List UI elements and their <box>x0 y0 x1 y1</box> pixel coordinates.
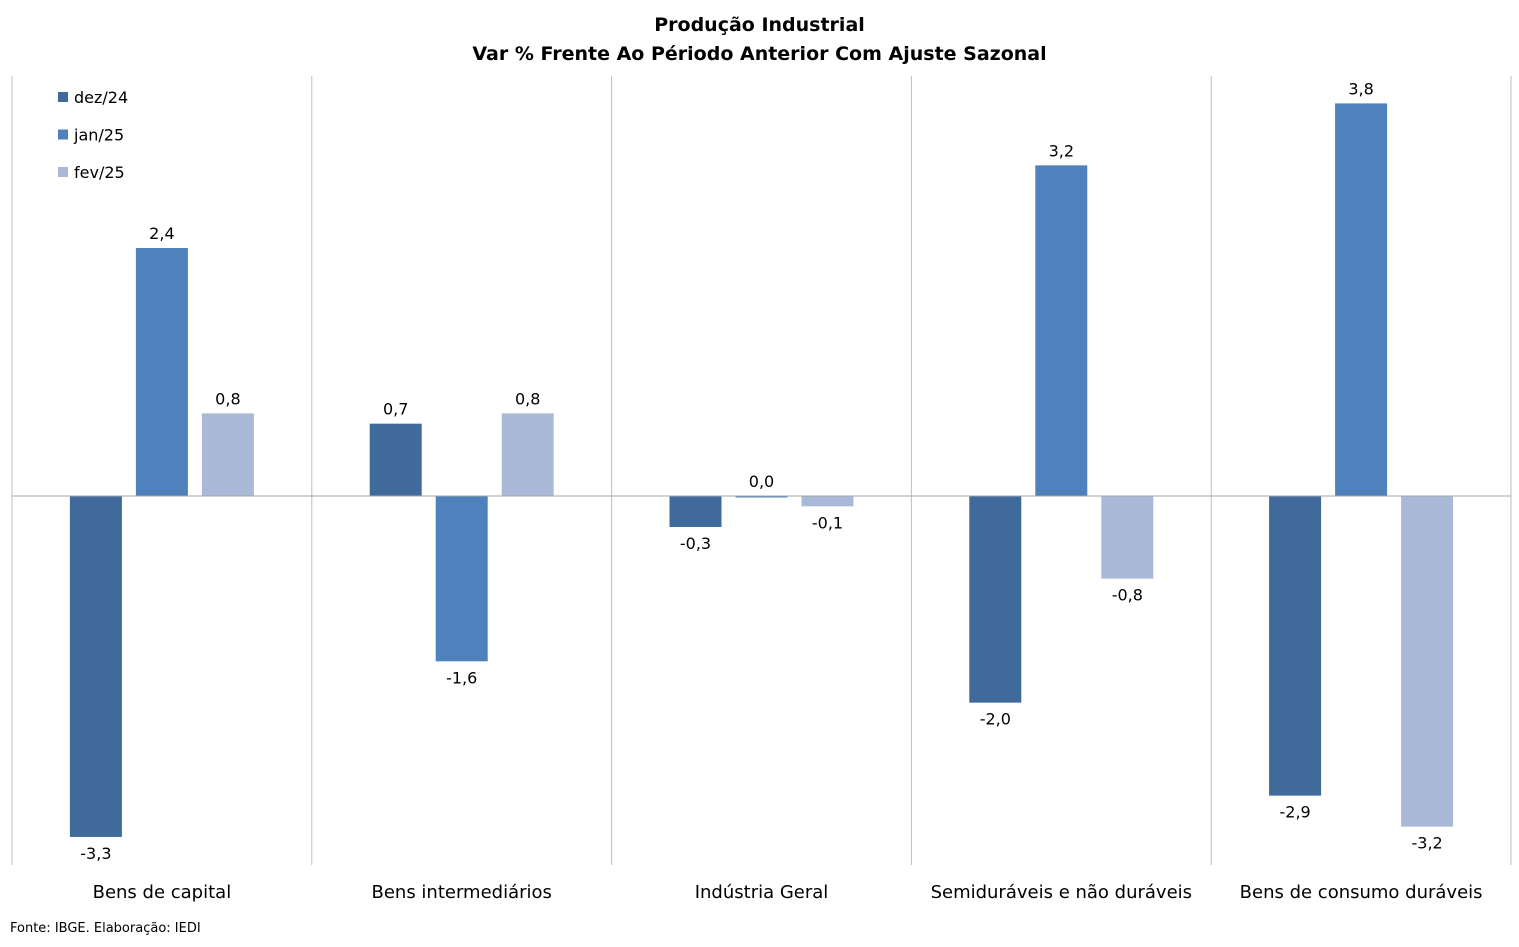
data-label: -2,0 <box>980 710 1011 729</box>
x-tick-label: Bens de capital <box>93 882 232 903</box>
data-label: 0,7 <box>383 400 408 419</box>
data-label: 3,8 <box>1348 79 1373 98</box>
x-tick-label: Indústria Geral <box>695 882 829 903</box>
data-label: 0,8 <box>215 389 240 408</box>
bar-dez-24-1 <box>369 423 422 496</box>
bar-dez-24-0 <box>69 496 122 837</box>
data-label: 0,8 <box>515 389 540 408</box>
bar-dez-24-4 <box>1269 496 1322 796</box>
bar-fev-25-1 <box>501 413 554 496</box>
data-label: -1,6 <box>446 668 477 687</box>
chart-title: Produção Industrial <box>654 14 865 36</box>
data-label: 3,2 <box>1049 141 1074 160</box>
chart-subtitle: Var % Frente Ao Périodo Anterior Com Aju… <box>472 43 1047 65</box>
bar-dez-24-2 <box>669 496 722 527</box>
bar-jan-25-4 <box>1335 103 1388 496</box>
legend-label: fev/25 <box>74 163 125 182</box>
source-note: Fonte: IBGE. Elaboração: IEDI <box>10 921 201 936</box>
bar-jan-25-2 <box>735 496 788 498</box>
x-tick-label: Bens intermediários <box>371 882 551 903</box>
data-label: -0,3 <box>680 534 711 553</box>
data-label: 2,4 <box>149 224 174 243</box>
legend-swatch <box>58 129 68 140</box>
bar-jan-25-1 <box>435 496 488 662</box>
bar-jan-25-0 <box>135 248 188 496</box>
bar-fev-25-0 <box>201 413 254 496</box>
data-label: -3,3 <box>80 844 111 863</box>
data-label: 0,0 <box>749 472 774 491</box>
bar-fev-25-4 <box>1401 496 1454 827</box>
bar-fev-25-3 <box>1101 496 1154 579</box>
legend-label: dez/24 <box>74 88 128 107</box>
data-label: -0,8 <box>1112 586 1143 605</box>
data-label: -0,1 <box>812 513 843 532</box>
bar-dez-24-3 <box>969 496 1022 703</box>
legend-label: jan/25 <box>73 126 124 145</box>
bar-jan-25-3 <box>1035 165 1088 496</box>
data-label: -3,2 <box>1411 834 1442 853</box>
x-tick-label: Bens de consumo duráveis <box>1240 882 1483 903</box>
data-label: -2,9 <box>1279 803 1310 822</box>
bar-fev-25-2 <box>801 496 854 507</box>
legend-swatch <box>58 92 68 102</box>
legend-swatch <box>58 167 68 177</box>
x-tick-label: Semiduráveis e não duráveis <box>931 882 1192 903</box>
